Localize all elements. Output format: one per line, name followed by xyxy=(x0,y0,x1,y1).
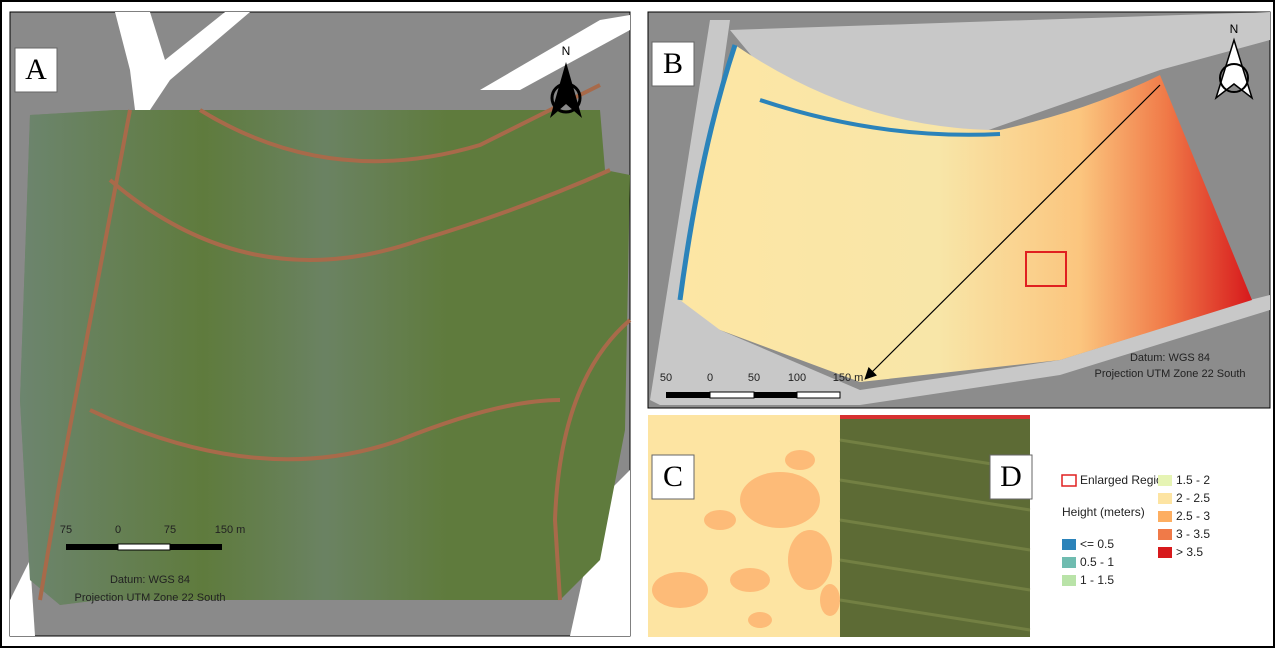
legend-swatch xyxy=(1158,511,1172,522)
datum: Datum: WGS 84 xyxy=(110,574,190,586)
panel-d: D xyxy=(840,415,1032,637)
legend-title: Height (meters) xyxy=(1062,505,1145,519)
legend-label: 2 - 2.5 xyxy=(1176,491,1210,505)
panel-c: C xyxy=(648,415,840,637)
datum: Datum: WGS 84 xyxy=(1130,352,1210,364)
legend: Enlarged Region Height (meters) xyxy=(1062,473,1169,519)
panel-label: A xyxy=(25,53,47,86)
legend-swatch xyxy=(1062,575,1076,586)
scale-label: 100 xyxy=(788,372,806,384)
legend-swatch xyxy=(1062,557,1076,568)
legend-swatch xyxy=(1062,539,1076,550)
scale-label: 0 xyxy=(707,372,713,384)
legend-swatch xyxy=(1158,493,1172,504)
panel-a: A N 75 0 75 150 m Datum: WGS 84 Projecti… xyxy=(10,12,630,636)
legend-label: 2.5 - 3 xyxy=(1176,509,1210,523)
north-label: N xyxy=(1230,22,1239,36)
scale-label: 150 m xyxy=(833,372,864,384)
legend-swatch xyxy=(1158,547,1172,558)
legend-label: > 3.5 xyxy=(1176,545,1203,559)
legend-label: 1.5 - 2 xyxy=(1176,473,1210,487)
legend-swatch xyxy=(1158,529,1172,540)
scale-label: 0 xyxy=(115,524,121,536)
legend-label: 1 - 1.5 xyxy=(1080,573,1114,587)
panel-label: D xyxy=(1000,460,1022,493)
scale-label: 50 xyxy=(748,372,760,384)
legend-label: 0.5 - 1 xyxy=(1080,555,1114,569)
scale-label: 150 m xyxy=(215,524,246,536)
panel-label: C xyxy=(663,460,683,493)
legend-swatch xyxy=(1158,475,1172,486)
scale-label: 50 xyxy=(660,372,672,384)
scale-label: 75 xyxy=(60,524,72,536)
legend-label: Enlarged Region xyxy=(1080,473,1169,487)
projection: Projection UTM Zone 22 South xyxy=(74,592,225,604)
figure: A N 75 0 75 150 m Datum: WGS 84 Projecti… xyxy=(0,0,1275,648)
north-label: N xyxy=(562,44,571,58)
legend-label: 3 - 3.5 xyxy=(1176,527,1210,541)
legend-label: <= 0.5 xyxy=(1080,537,1114,551)
projection: Projection UTM Zone 22 South xyxy=(1094,368,1245,380)
scale-label: 75 xyxy=(164,524,176,536)
panel-label: B xyxy=(663,47,683,80)
panel-b: B N 50 0 50 100 150 m Datum: WGS 84 Proj… xyxy=(648,12,1270,408)
